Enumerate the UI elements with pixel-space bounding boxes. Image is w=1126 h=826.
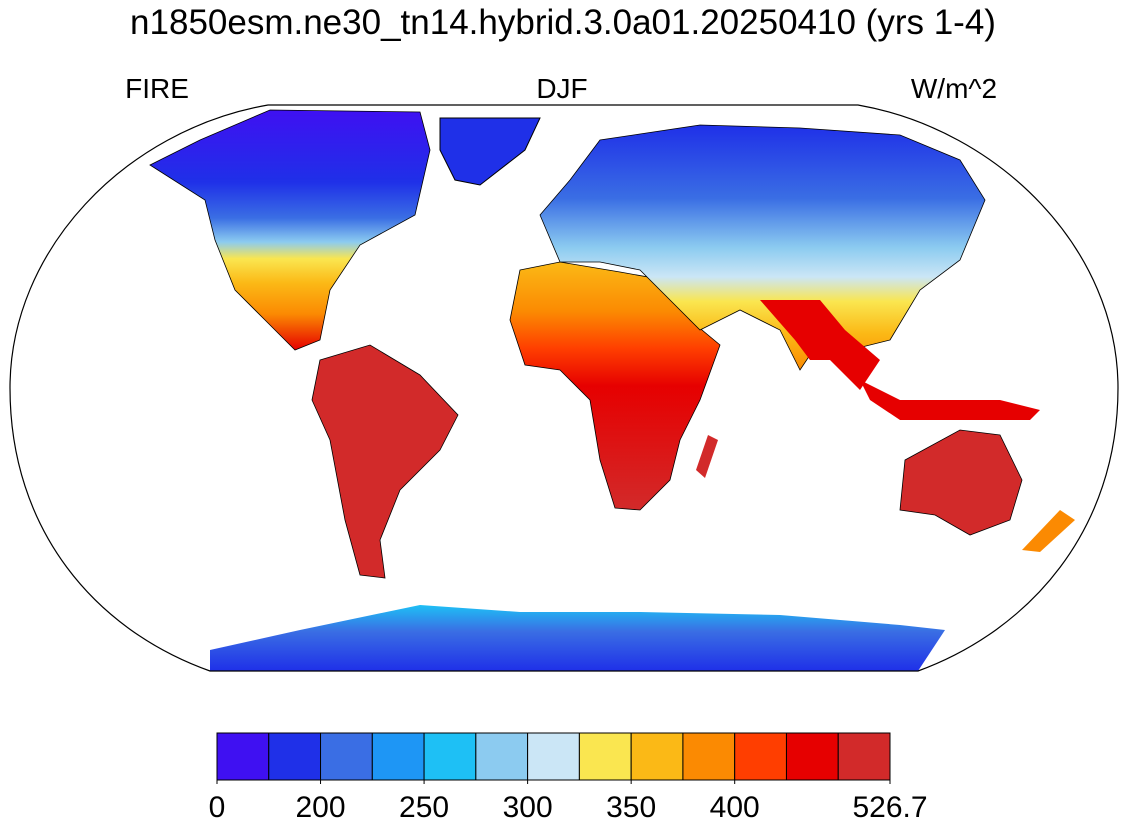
colorbar-box (527, 732, 580, 781)
new-zealand (1022, 510, 1075, 552)
colorbar-tick-label: 400 (710, 791, 760, 821)
colorbar-box (785, 732, 839, 781)
india-seasia (760, 300, 880, 390)
colorbar-box (630, 732, 684, 781)
colorbar-tick-label: 350 (606, 791, 656, 821)
australia (899, 429, 1023, 536)
colorbar-box (682, 732, 736, 781)
center-label: DJF (536, 73, 587, 104)
colorbar-tick-label: 0 (209, 791, 226, 821)
greenland (439, 117, 541, 186)
madagascar (696, 435, 718, 478)
colorbar-tick-label: 526.7 (852, 791, 927, 821)
colorbar-tick-label: 300 (503, 791, 553, 821)
title: n1850esm.ne30_tn14.hybrid.3.0a01.2025041… (130, 3, 996, 42)
south-america (311, 344, 459, 579)
antarctica (210, 605, 945, 671)
north-america (149, 109, 431, 351)
colorbar: 0 200 250 300 350 400 526.7 (209, 732, 928, 824)
colorbar-box (268, 732, 322, 781)
left-label: FIRE (125, 73, 189, 104)
map-outline (9, 104, 1119, 672)
map (9, 104, 1119, 672)
colorbar-box (320, 732, 373, 781)
colorbar-box (734, 732, 787, 781)
colorbar-box (475, 732, 529, 781)
colorbar-tick-label: 200 (296, 791, 346, 821)
colorbar-box (578, 732, 632, 781)
colorbar-tick-label: 250 (399, 791, 449, 821)
colorbar-box (371, 732, 425, 781)
indonesia (860, 380, 1040, 420)
colorbar-box (423, 732, 477, 781)
right-label: W/m^2 (911, 73, 997, 104)
colorbar-box (837, 732, 891, 781)
eurasia (539, 124, 986, 371)
colorbar-box (216, 732, 270, 781)
